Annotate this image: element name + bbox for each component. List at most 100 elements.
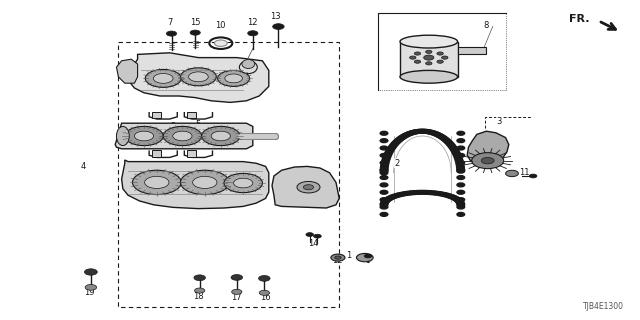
Circle shape [399, 192, 407, 196]
Circle shape [506, 170, 518, 177]
Circle shape [386, 149, 394, 153]
Circle shape [456, 164, 464, 168]
Circle shape [454, 156, 462, 160]
Circle shape [166, 31, 177, 36]
Circle shape [380, 132, 388, 135]
Circle shape [438, 135, 446, 139]
Circle shape [457, 166, 465, 170]
Circle shape [529, 174, 537, 178]
Circle shape [453, 153, 461, 157]
Circle shape [381, 163, 388, 166]
Circle shape [383, 198, 391, 202]
Circle shape [440, 193, 448, 196]
Circle shape [193, 176, 217, 188]
Circle shape [447, 144, 455, 148]
Circle shape [385, 152, 392, 156]
Circle shape [457, 203, 465, 207]
Circle shape [431, 132, 439, 135]
Circle shape [194, 275, 205, 281]
Circle shape [385, 197, 392, 201]
Text: 19: 19 [84, 288, 95, 297]
Circle shape [452, 150, 460, 154]
Circle shape [331, 254, 345, 261]
Circle shape [426, 130, 433, 134]
Circle shape [395, 138, 403, 142]
Circle shape [380, 169, 388, 173]
Circle shape [456, 201, 464, 205]
Circle shape [457, 183, 465, 187]
Circle shape [380, 190, 388, 194]
Circle shape [444, 140, 452, 144]
Circle shape [418, 129, 426, 133]
Circle shape [457, 154, 465, 157]
Circle shape [456, 163, 464, 166]
Circle shape [414, 60, 420, 63]
Circle shape [451, 196, 459, 200]
Circle shape [380, 183, 388, 187]
Circle shape [397, 193, 404, 196]
Circle shape [424, 130, 431, 133]
Circle shape [380, 168, 388, 172]
Circle shape [388, 196, 396, 199]
Circle shape [457, 190, 465, 194]
Text: 7: 7 [167, 18, 172, 27]
Circle shape [224, 173, 262, 193]
Circle shape [384, 153, 392, 157]
Circle shape [455, 199, 463, 203]
Circle shape [154, 74, 173, 83]
Circle shape [449, 146, 457, 150]
Circle shape [218, 70, 250, 86]
Circle shape [380, 176, 388, 180]
Circle shape [435, 133, 443, 137]
Circle shape [380, 139, 388, 143]
Circle shape [457, 168, 465, 172]
Circle shape [437, 52, 444, 55]
Circle shape [416, 129, 424, 133]
Circle shape [85, 284, 97, 290]
Circle shape [420, 190, 428, 194]
Circle shape [387, 148, 394, 151]
Circle shape [380, 198, 388, 202]
Circle shape [441, 137, 449, 141]
Text: 5: 5 [196, 192, 201, 201]
Circle shape [432, 191, 440, 195]
Circle shape [399, 135, 406, 139]
Circle shape [145, 176, 169, 188]
Circle shape [429, 191, 437, 195]
Circle shape [231, 275, 243, 280]
Circle shape [380, 203, 388, 207]
Circle shape [457, 146, 465, 150]
Circle shape [414, 52, 420, 55]
Circle shape [456, 200, 463, 204]
Ellipse shape [400, 70, 458, 83]
Circle shape [403, 133, 411, 137]
Circle shape [163, 126, 202, 146]
Circle shape [211, 131, 230, 141]
Circle shape [380, 154, 388, 157]
Circle shape [180, 68, 216, 86]
Circle shape [394, 193, 402, 197]
Circle shape [417, 190, 425, 194]
Circle shape [415, 130, 422, 133]
Circle shape [397, 136, 405, 140]
Circle shape [306, 233, 314, 236]
Circle shape [382, 158, 390, 162]
Text: FR.: FR. [569, 14, 589, 24]
Circle shape [386, 196, 394, 200]
Circle shape [125, 126, 163, 146]
Circle shape [437, 134, 445, 138]
Circle shape [426, 191, 434, 195]
Bar [187, 150, 196, 157]
Circle shape [445, 141, 453, 145]
Circle shape [392, 141, 399, 145]
Polygon shape [467, 131, 509, 165]
Circle shape [412, 130, 419, 134]
Polygon shape [115, 123, 253, 149]
Circle shape [457, 176, 465, 180]
Circle shape [426, 62, 432, 65]
Circle shape [380, 205, 388, 209]
Circle shape [422, 130, 430, 133]
Text: 5: 5 [170, 122, 175, 131]
Circle shape [380, 171, 388, 175]
Circle shape [456, 161, 463, 165]
